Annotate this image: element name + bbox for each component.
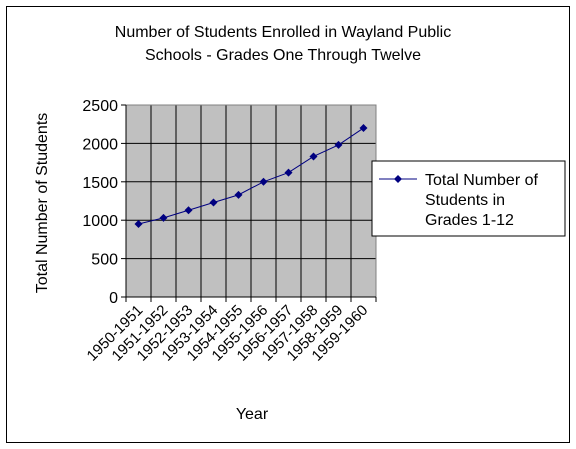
data-point [134,220,143,229]
legend-label-line-3: Grades 1-12 [425,212,514,229]
legend-series-marker [394,175,402,183]
data-point [234,190,243,199]
legend-label-line-1: Total Number of [425,172,538,189]
chart-title-line-1: Number of Students Enrolled in Wayland P… [115,24,451,41]
y-tick-label: 2000 [82,136,118,153]
legend-label-line-2: Students in [425,192,505,209]
series-line [138,127,364,225]
legend-box [371,160,566,237]
chart-frame: Number of Students Enrolled in Wayland P… [6,6,570,443]
chart-title-line-2: Schools - Grades One Through Twelve [145,47,421,64]
data-point [259,177,268,186]
data-point [209,198,218,207]
data-point [309,152,318,161]
data-point [159,213,168,222]
line-chart: Number of Students Enrolled in Wayland P… [34,24,566,423]
y-tick-label: 0 [109,290,118,307]
y-tick-label: 1000 [82,213,118,230]
data-point [334,140,343,149]
y-tick-label: 500 [91,252,118,269]
data-point [284,168,293,177]
data-point [359,124,368,133]
x-axis-label: Year [236,406,269,423]
data-point [184,206,193,215]
legend: Total Number of Students in Grades 1-12 [371,160,566,237]
y-axis-label: Total Number of Students [34,113,51,294]
y-tick-label: 2500 [82,98,118,115]
y-tick-label: 1500 [82,175,118,192]
plot-area: 050010001500200025001950-19511951-195219… [82,98,377,365]
